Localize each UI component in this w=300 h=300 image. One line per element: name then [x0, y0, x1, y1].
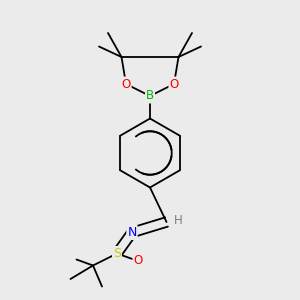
Text: O: O	[169, 77, 178, 91]
Text: N: N	[127, 226, 137, 239]
Text: S: S	[113, 247, 121, 260]
Text: B: B	[146, 89, 154, 103]
Text: H: H	[173, 214, 182, 227]
Text: O: O	[122, 77, 130, 91]
Text: O: O	[134, 254, 142, 268]
